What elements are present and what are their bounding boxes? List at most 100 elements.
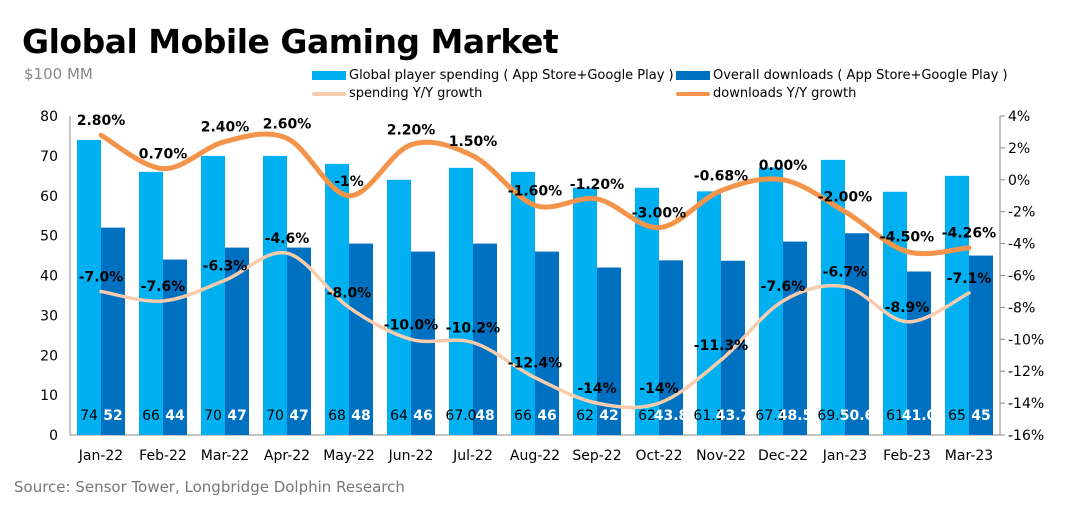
legend-swatch [312, 71, 346, 80]
bar-label-spending: 70 [204, 408, 222, 424]
right-tick-label: -16% [1008, 428, 1044, 444]
point-label-downloads-yoy: -4.50% [880, 230, 934, 246]
bar-downloads [287, 247, 311, 435]
point-label-spending-yoy: -8.0% [327, 285, 372, 301]
point-label-downloads-yoy: 1.50% [449, 134, 498, 150]
bar-label-spending: 68 [328, 408, 346, 424]
bar-label-downloads: 43.7 [716, 408, 751, 424]
legend-spending: Global player spending ( App Store+Googl… [312, 68, 674, 83]
bar-downloads [101, 227, 125, 435]
bar-label-downloads: 42 [599, 408, 618, 424]
legend-spending-yoy: spending Y/Y growth [312, 86, 482, 101]
bar-label-spending: 62 [638, 408, 656, 424]
point-label-spending-yoy: -7.6% [141, 279, 186, 295]
bar-spending [139, 171, 163, 435]
bar-downloads [907, 271, 931, 435]
point-label-downloads-yoy: 2.80% [77, 113, 126, 129]
bar-spending [325, 163, 349, 435]
point-label-spending-yoy: -14% [639, 381, 678, 397]
point-label-spending-yoy: -7.1% [947, 271, 992, 287]
bar-downloads [969, 255, 993, 435]
bar-label-spending: 64 [390, 408, 408, 424]
point-label-spending-yoy: -4.6% [265, 231, 310, 247]
legend-label: Global player spending ( App Store+Googl… [349, 68, 674, 83]
bar-label-spending: 70 [266, 408, 284, 424]
point-label-downloads-yoy: -0.68% [694, 169, 748, 185]
legend-downloads-yoy: downloads Y/Y growth [676, 86, 856, 101]
point-label-spending-yoy: -6.3% [203, 258, 248, 274]
right-tick-label: -6% [1008, 269, 1035, 285]
x-tick-label: Nov-22 [696, 448, 746, 464]
bar-label-spending: 66 [142, 408, 160, 424]
line-spending-yoy [99, 250, 971, 410]
bar-label-spending: 66 [514, 408, 532, 424]
chart-title: Global Mobile Gaming Market [22, 22, 559, 61]
bar-spending [511, 171, 535, 435]
bar-spending [449, 167, 473, 435]
x-tick-label: Feb-23 [883, 448, 931, 464]
bar-label-spending: 62 [576, 408, 594, 424]
right-tick-label: -14% [1008, 396, 1044, 412]
right-tick-label: -10% [1008, 332, 1044, 348]
x-tick-label: May-22 [323, 448, 375, 464]
left-tick-label: 20 [40, 348, 58, 364]
bar-label-downloads: 44 [165, 408, 185, 424]
point-label-downloads-yoy: 0.70% [139, 147, 188, 163]
point-label-spending-yoy: -10.0% [384, 317, 438, 333]
x-tick-label: Mar-22 [201, 448, 249, 464]
point-label-downloads-yoy: -2.00% [818, 190, 872, 206]
left-tick-label: 40 [40, 269, 58, 285]
bar-label-downloads: 50.6 [840, 408, 875, 424]
x-tick-label: Oct-22 [635, 448, 682, 464]
left-tick-label: 10 [40, 388, 58, 404]
point-label-spending-yoy: -8.9% [885, 300, 930, 316]
legend-label: downloads Y/Y growth [713, 86, 857, 101]
point-label-downloads-yoy: 2.40% [201, 120, 250, 136]
x-tick-label: Jul-22 [452, 448, 493, 464]
point-label-downloads-yoy: 2.20% [387, 123, 436, 139]
bar-label-spending: 74 [80, 408, 98, 424]
bar-label-downloads: 48.5 [778, 408, 813, 424]
bar-downloads [473, 243, 497, 435]
bar-spending [573, 187, 597, 435]
left-tick-label: 0 [49, 428, 58, 444]
bar-label-spending: 61 [886, 408, 904, 424]
bar-spending [77, 139, 101, 436]
bar-label-downloads: 48 [475, 408, 494, 424]
legend-downloads: Overall downloads ( App Store+Google Pla… [676, 68, 1008, 83]
bar-label-spending: 67.1 [755, 408, 786, 424]
right-tick-label: -4% [1008, 237, 1035, 253]
bar-label-spending: 61.1 [693, 408, 724, 424]
bar-downloads [659, 260, 683, 435]
left-tick-label: 30 [40, 308, 58, 324]
x-tick-label: Jun-22 [388, 448, 434, 464]
x-tick-label: Aug-22 [510, 448, 560, 464]
bar-label-downloads: 46 [537, 408, 556, 424]
bar-spending [697, 191, 721, 435]
bar-downloads [783, 241, 807, 435]
point-label-downloads-yoy: 0.00% [759, 158, 808, 174]
bar-label-downloads: 41.0 [902, 408, 937, 424]
point-label-spending-yoy: -10.2% [446, 320, 500, 336]
x-tick-label: Sep-22 [572, 448, 621, 464]
line-downloads-yoy [98, 131, 972, 257]
bar-spending [201, 155, 225, 435]
point-label-downloads-yoy: -4.26% [942, 226, 996, 242]
point-label-downloads-yoy: 2.60% [263, 116, 312, 132]
point-label-spending-yoy: -6.7% [823, 265, 868, 281]
bar-label-downloads: 52 [103, 408, 122, 424]
bar-spending [759, 167, 783, 435]
bar-label-downloads: 47 [227, 408, 246, 424]
left-tick-label: 70 [40, 149, 58, 165]
bar-label-spending: 65 [948, 408, 966, 424]
bar-downloads [163, 259, 187, 435]
legend-label: Overall downloads ( App Store+Google Pla… [713, 68, 1008, 83]
x-tick-label: Apr-22 [264, 448, 310, 464]
bar-downloads [411, 251, 435, 435]
legend-swatch [676, 91, 710, 96]
bar-label-downloads: 46 [413, 408, 432, 424]
point-label-spending-yoy: -7.0% [79, 269, 124, 285]
point-label-spending-yoy: -14% [577, 381, 616, 397]
left-tick-label: 50 [40, 229, 58, 245]
bar-label-downloads: 47 [289, 408, 308, 424]
